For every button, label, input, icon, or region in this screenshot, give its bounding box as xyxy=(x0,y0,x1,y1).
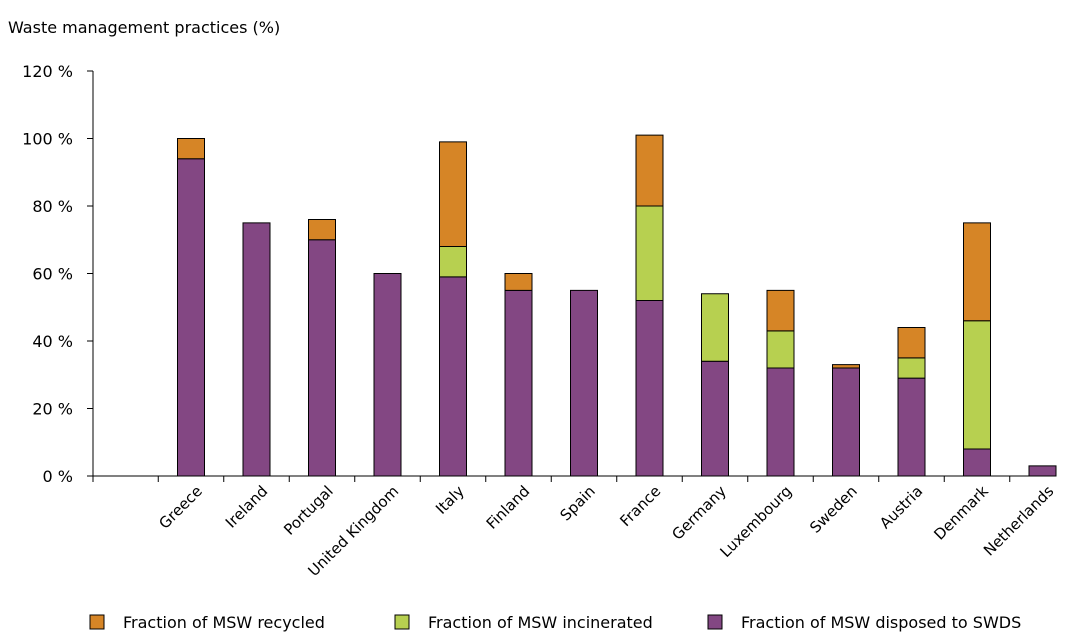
y-tick-label: 80 % xyxy=(32,197,73,216)
bar-segment xyxy=(242,222,271,477)
bar-segment xyxy=(177,138,205,160)
legend-label: Fraction of MSW disposed to SWDS xyxy=(741,613,1021,632)
category-label: Italy xyxy=(432,482,468,518)
legend-label: Fraction of MSW incinerated xyxy=(428,613,653,632)
bar-segment xyxy=(963,222,991,322)
category-label: Greece xyxy=(155,482,205,532)
category-label: Denmark xyxy=(930,482,992,544)
bar-segment xyxy=(439,141,467,247)
bar-segment xyxy=(701,360,729,477)
bar-segment xyxy=(1028,465,1057,477)
category-label: Germany xyxy=(668,482,730,544)
bar-segment xyxy=(701,293,729,362)
y-axis-title: Waste management practices (%) xyxy=(8,18,280,37)
bar-segment xyxy=(766,330,795,369)
bar-segment xyxy=(570,289,598,477)
legend: Fraction of MSW recycled Fraction of MSW … xyxy=(89,613,1021,632)
category-label: Spain xyxy=(556,482,598,524)
category-label: Austria xyxy=(876,482,926,532)
legend-swatch xyxy=(394,614,410,630)
y-tick-label: 60 % xyxy=(32,265,73,284)
bar-segment xyxy=(308,219,336,241)
bar-segment xyxy=(177,158,205,477)
y-tick-label: 120 % xyxy=(22,62,73,81)
legend-swatch xyxy=(707,614,723,630)
bars xyxy=(177,134,1057,477)
category-label: Sweden xyxy=(806,482,861,537)
y-tick-label: 20 % xyxy=(32,400,73,419)
bar-segment xyxy=(897,327,926,359)
bar-segment xyxy=(635,205,664,301)
bar-segment xyxy=(832,367,860,477)
bar-segment xyxy=(504,273,533,291)
legend-label: Fraction of MSW recycled xyxy=(123,613,325,632)
bar-segment xyxy=(766,367,795,477)
y-tick-label: 0 % xyxy=(43,467,73,486)
bar-segment xyxy=(439,246,467,278)
bar-segment xyxy=(897,357,926,379)
category-label: Finland xyxy=(483,482,534,533)
category-label: Ireland xyxy=(222,482,271,531)
bar-segment xyxy=(504,289,533,477)
bar-segment xyxy=(766,289,795,332)
bar-segment xyxy=(308,239,336,477)
bar-segment xyxy=(635,300,664,477)
bar-segment xyxy=(963,320,991,450)
category-label: Netherlands xyxy=(980,482,1058,560)
category-label: Portugal xyxy=(280,482,337,539)
bar-segment xyxy=(897,377,926,477)
bar-segment xyxy=(635,134,664,207)
category-label: France xyxy=(616,482,664,530)
y-tick-label: 40 % xyxy=(32,332,73,351)
legend-swatch xyxy=(89,614,105,630)
bar-segment xyxy=(963,448,991,477)
bar-segment xyxy=(439,276,467,477)
bar-segment xyxy=(373,273,402,477)
bar-segment xyxy=(832,364,860,369)
y-tick-label: 100 % xyxy=(22,130,73,149)
